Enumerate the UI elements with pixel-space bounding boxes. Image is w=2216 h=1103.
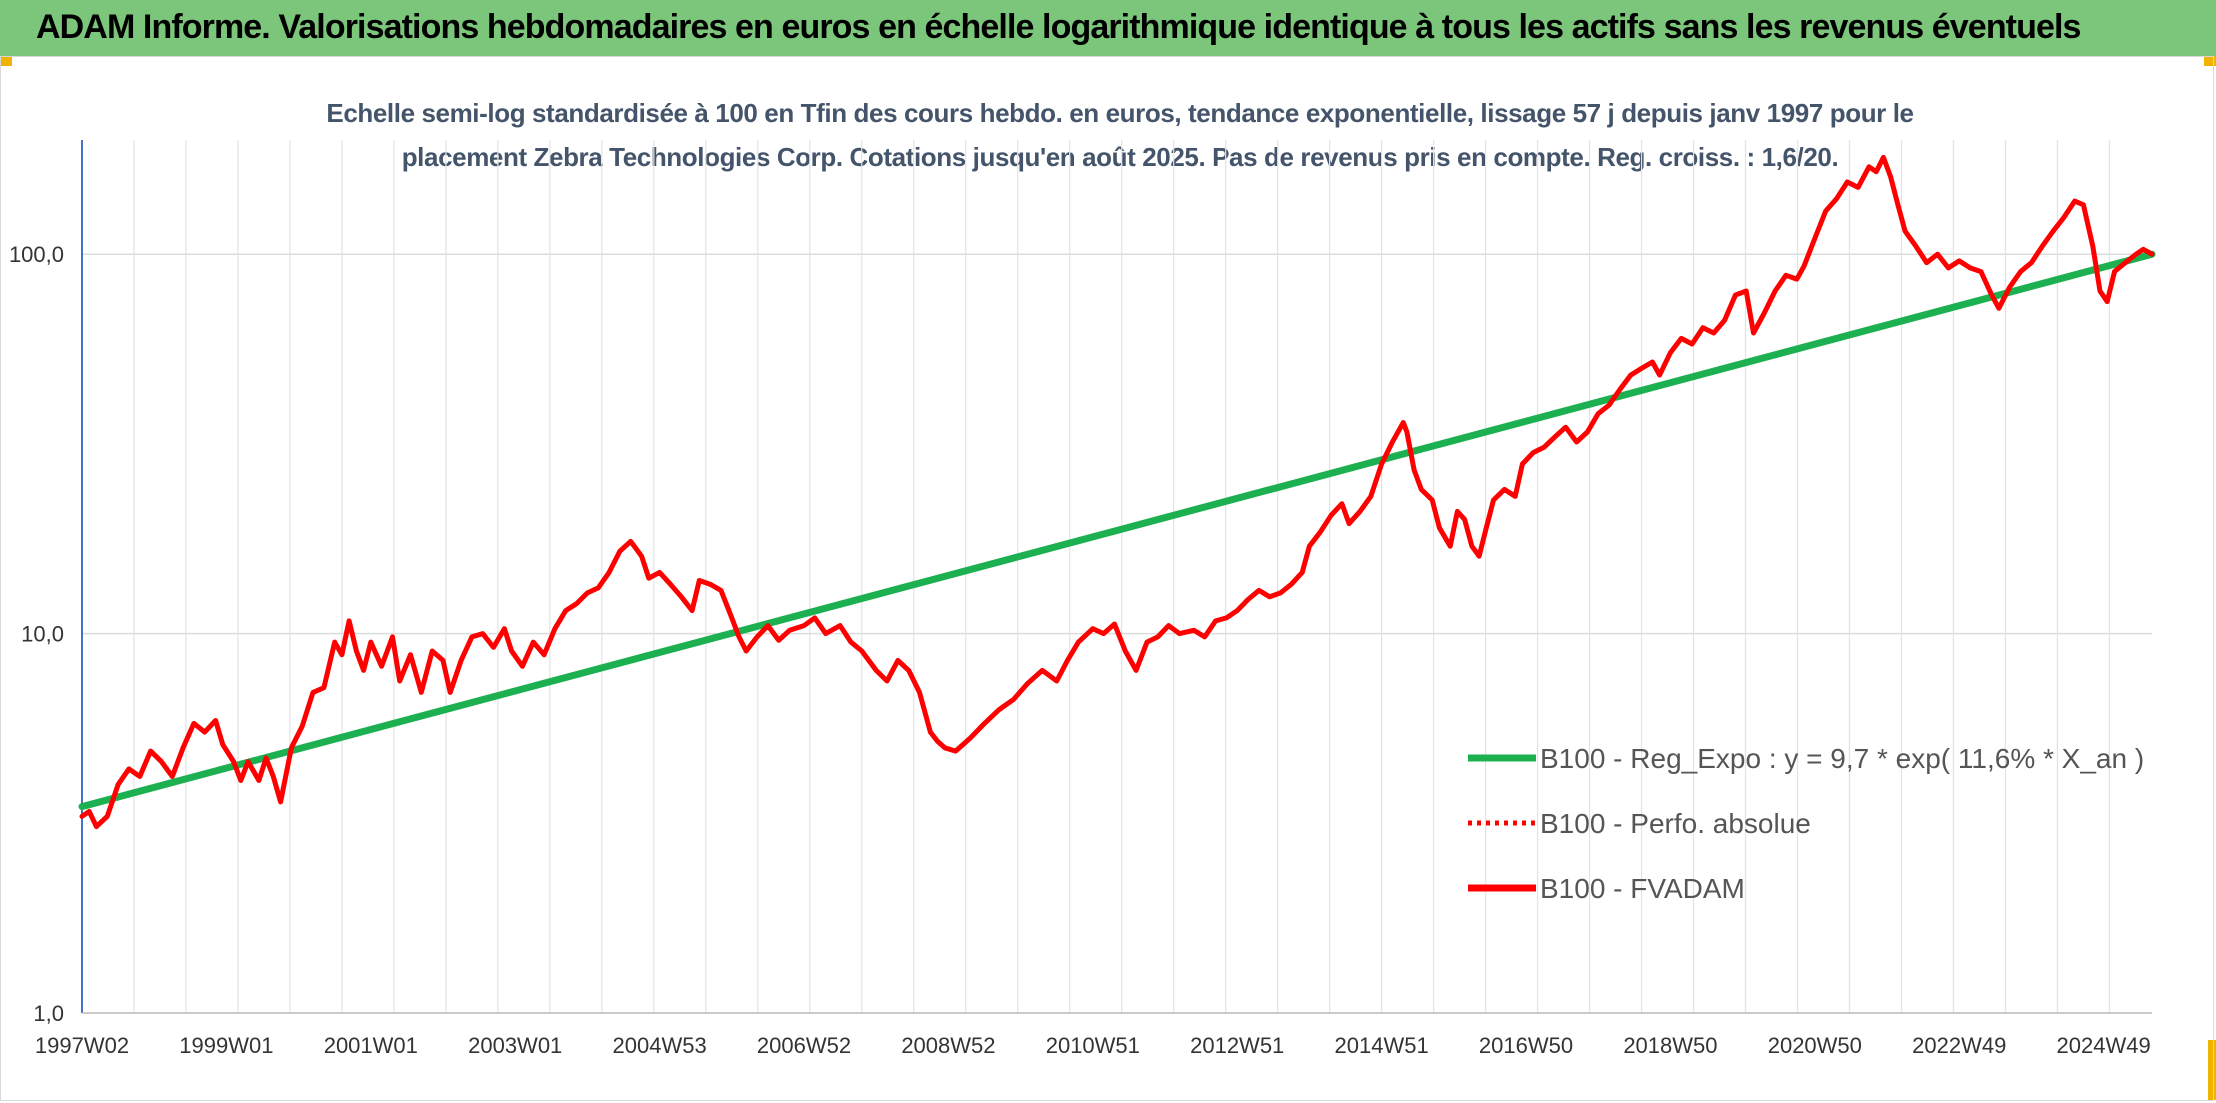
y-tick-label: 1,0 [33,1001,64,1026]
x-tick-label: 2003W01 [468,1033,562,1058]
x-tick-label: 2010W51 [1046,1033,1140,1058]
grid-lines [82,140,2152,1014]
x-tick-label: 2006W52 [757,1033,851,1058]
x-tick-label: 2016W50 [1479,1033,1573,1058]
chart-frame [0,56,2214,1101]
x-tick-label: 2022W49 [1912,1033,2006,1058]
legend-label: B100 - FVADAM [1540,873,1745,904]
chart-title-line-2: placement Zebra Technologies Corp. Cotat… [401,142,1839,172]
axes: 1,0 10,0 100,0 1997W02 1999W01 2001W01 2003W01… [9,140,2152,1058]
corner-marker-top-right [2204,56,2216,66]
legend-label: B100 - Perfo. absolue [1540,808,1811,839]
corner-marker-top-left [0,56,12,66]
x-tick-label: 2004W53 [613,1033,707,1058]
header-bar: ADAM Informe. Valorisations hebdomadaire… [0,0,2216,56]
x-tick-label: 2018W50 [1623,1033,1717,1058]
fvadam-line [79,154,2155,830]
x-tick-label: 2008W52 [901,1033,995,1058]
header-title: ADAM Informe. Valorisations hebdomadaire… [36,8,2081,46]
legend-label: B100 - Reg_Expo : y = 9,7 * exp( 11,6% *… [1540,743,2144,774]
x-tick-label: 1999W01 [179,1033,273,1058]
corner-marker-bottom-right [2208,1040,2216,1100]
x-tick-label: 2012W51 [1190,1033,1284,1058]
chart-title-line-1: Echelle semi-log standardisée à 100 en T… [326,98,1914,128]
x-tick-label: 1997W02 [35,1033,129,1058]
y-tick-label: 10,0 [21,622,64,647]
regression-line [78,250,2156,811]
series-layer [78,154,2156,830]
y-tick-label: 100,0 [9,242,64,267]
x-tick-label: 2024W49 [2057,1033,2151,1058]
legend: B100 - Reg_Expo : y = 9,7 * exp( 11,6% *… [1468,743,2144,904]
x-tick-label: 2001W01 [324,1033,418,1058]
x-tick-label: 2014W51 [1335,1033,1429,1058]
x-tick-label: 2020W50 [1768,1033,1862,1058]
